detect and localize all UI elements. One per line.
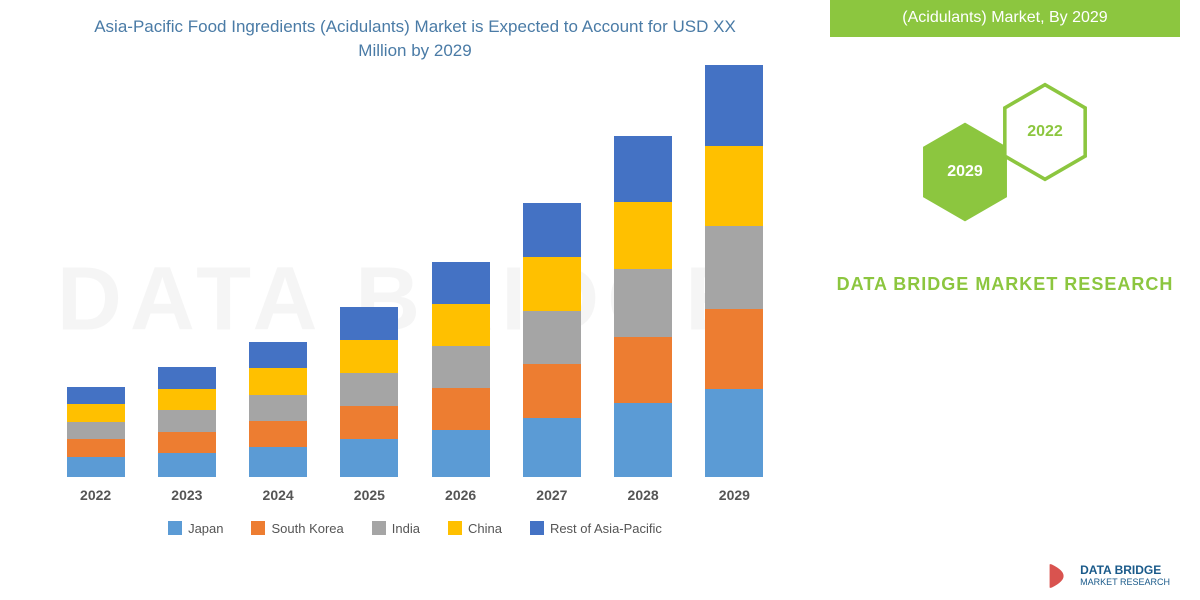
- bar-segment: [158, 367, 216, 388]
- bar-segment: [67, 404, 125, 422]
- footer-logo-text: DATA BRIDGE MARKET RESEARCH: [1080, 564, 1170, 587]
- x-axis-label: 2027: [536, 487, 567, 503]
- bar-segment: [249, 447, 307, 476]
- legend-label: South Korea: [271, 521, 343, 536]
- side-title: (Acidulants) Market, By 2029: [830, 0, 1180, 37]
- bar-segment: [340, 439, 398, 476]
- bar-stack: [340, 307, 398, 477]
- bar-group: 2026: [415, 262, 506, 503]
- bar-segment: [523, 364, 581, 418]
- bar-segment: [158, 389, 216, 410]
- bar-segment: [705, 146, 763, 226]
- legend-item: India: [372, 521, 420, 536]
- footer-line1: DATA BRIDGE: [1080, 564, 1170, 577]
- bar-stack: [432, 262, 490, 477]
- legend-item: Rest of Asia-Pacific: [530, 521, 662, 536]
- bar-stack: [249, 342, 307, 477]
- bar-segment: [249, 421, 307, 447]
- main-container: DATA BRIDGE Asia-Pacific Food Ingredient…: [0, 0, 1200, 600]
- bar-group: 2022: [50, 387, 141, 503]
- legend-swatch: [168, 521, 182, 535]
- bar-group: 2029: [689, 65, 780, 502]
- bar-stack: [705, 65, 763, 476]
- bar-group: 2024: [233, 342, 324, 503]
- legend-label: India: [392, 521, 420, 536]
- bar-segment: [67, 457, 125, 477]
- bar-group: 2023: [141, 367, 232, 502]
- bar-stack: [158, 367, 216, 476]
- bar-segment: [614, 202, 672, 268]
- footer-logo-icon: [1044, 562, 1072, 590]
- bar-segment: [340, 340, 398, 373]
- bar-segment: [249, 342, 307, 368]
- x-axis-label: 2023: [171, 487, 202, 503]
- footer-line2: MARKET RESEARCH: [1080, 578, 1170, 588]
- bar-segment: [340, 373, 398, 406]
- legend-item: China: [448, 521, 502, 536]
- bar-segment: [705, 389, 763, 477]
- bar-segment: [158, 410, 216, 431]
- bar-stack: [67, 387, 125, 477]
- bar-segment: [705, 226, 763, 309]
- legend-swatch: [372, 521, 386, 535]
- x-axis-label: 2028: [628, 487, 659, 503]
- legend-label: Rest of Asia-Pacific: [550, 521, 662, 536]
- legend-swatch: [530, 521, 544, 535]
- side-panel: (Acidulants) Market, By 2029 2029 2022 D…: [810, 0, 1200, 600]
- chart-legend: Japan South Korea India China Rest of Asia-P…: [40, 521, 790, 536]
- bar-segment: [158, 432, 216, 453]
- bar-segment: [249, 368, 307, 394]
- x-axis-label: 2026: [445, 487, 476, 503]
- bar-segment: [67, 387, 125, 405]
- chart-area: 2022 2023 2024 2025 2026 2027 2028 2029: [40, 83, 790, 503]
- brand-text: DATA BRIDGE MARKET RESEARCH: [837, 272, 1174, 297]
- bar-segment: [614, 403, 672, 476]
- hexagon-group: 2029 2022: [905, 82, 1105, 242]
- legend-label: Japan: [188, 521, 223, 536]
- chart-title: Asia-Pacific Food Ingredients (Acidulant…: [40, 15, 790, 63]
- bar-segment: [523, 311, 581, 365]
- bar-segment: [432, 430, 490, 477]
- bar-segment: [432, 388, 490, 430]
- legend-label: China: [468, 521, 502, 536]
- bar-segment: [705, 309, 763, 389]
- legend-item: South Korea: [251, 521, 343, 536]
- x-axis-label: 2029: [719, 487, 750, 503]
- legend-swatch: [448, 521, 462, 535]
- bar-stack: [523, 203, 581, 476]
- bar-segment: [705, 65, 763, 145]
- bar-segment: [67, 439, 125, 457]
- bar-segment: [523, 418, 581, 477]
- bar-segment: [523, 257, 581, 311]
- hexagon-badge: 2029: [920, 122, 1010, 222]
- chart-panel: DATA BRIDGE Asia-Pacific Food Ingredient…: [0, 0, 810, 600]
- bar-group: 2027: [506, 203, 597, 502]
- bar-segment: [432, 346, 490, 388]
- bar-segment: [158, 453, 216, 476]
- bar-segment: [67, 422, 125, 440]
- bar-segment: [340, 406, 398, 439]
- x-axis-label: 2022: [80, 487, 111, 503]
- bar-segment: [614, 269, 672, 337]
- bar-group: 2028: [598, 136, 689, 503]
- bar-segment: [614, 136, 672, 202]
- x-axis-label: 2024: [263, 487, 294, 503]
- legend-swatch: [251, 521, 265, 535]
- bar-segment: [523, 203, 581, 257]
- bar-group: 2025: [324, 307, 415, 503]
- bar-stack: [614, 136, 672, 477]
- x-axis-label: 2025: [354, 487, 385, 503]
- legend-item: Japan: [168, 521, 223, 536]
- footer-logo: DATA BRIDGE MARKET RESEARCH: [1044, 562, 1170, 590]
- bar-segment: [432, 304, 490, 346]
- bar-segment: [340, 307, 398, 340]
- bar-segment: [614, 337, 672, 403]
- hexagon-badge: 2022: [1000, 82, 1090, 182]
- bar-segment: [432, 262, 490, 304]
- bar-segment: [249, 395, 307, 421]
